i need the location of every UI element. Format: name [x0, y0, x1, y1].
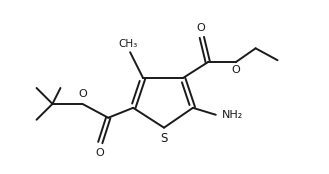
Text: NH₂: NH₂	[222, 110, 243, 120]
Text: CH₃: CH₃	[118, 39, 138, 49]
Text: O: O	[78, 89, 87, 99]
Text: S: S	[160, 132, 168, 145]
Text: O: O	[231, 65, 240, 75]
Text: O: O	[95, 148, 104, 157]
Text: O: O	[196, 23, 205, 33]
